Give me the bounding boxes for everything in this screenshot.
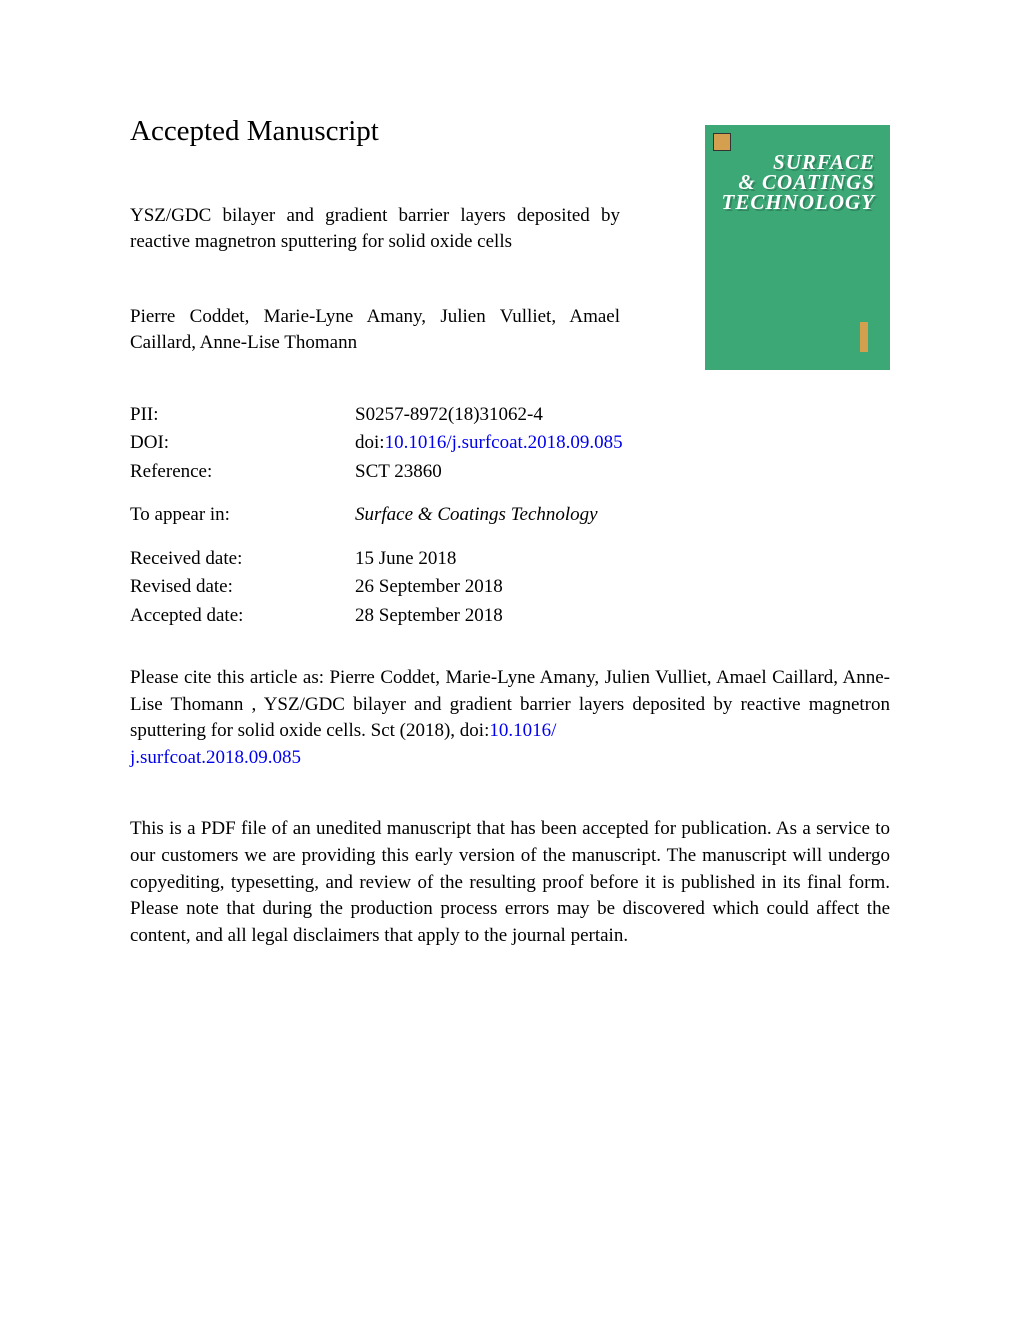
cover-accent-bar bbox=[860, 322, 868, 352]
article-title: YSZ/GDC bilayer and gradient barrier lay… bbox=[130, 203, 620, 254]
pii-value: S0257-8972(18)31062-4 bbox=[355, 401, 890, 430]
to-appear-label: To appear in: bbox=[130, 501, 355, 530]
doi-value: doi:10.1016/j.surfcoat.2018.09.085 bbox=[355, 429, 890, 458]
journal-cover: SURFACE & COATINGS TECHNOLOGY bbox=[705, 125, 890, 370]
accepted-date-label: Accepted date: bbox=[130, 602, 355, 631]
metadata-table: PII: S0257-8972(18)31062-4 DOI: doi:10.1… bbox=[130, 401, 890, 631]
citation-doi-link-cont[interactable]: j.surfcoat.2018.09.085 bbox=[130, 747, 301, 768]
revised-date-value: 26 September 2018 bbox=[355, 573, 890, 602]
received-date-label: Received date: bbox=[130, 545, 355, 574]
revised-date-label: Revised date: bbox=[130, 573, 355, 602]
doi-link[interactable]: 10.1016/j.surfcoat.2018.09.085 bbox=[385, 432, 623, 453]
disclaimer-text: This is a PDF file of an unedited manusc… bbox=[130, 816, 890, 949]
pii-label: PII: bbox=[130, 401, 355, 430]
received-date-value: 15 June 2018 bbox=[355, 545, 890, 574]
citation-doi-link[interactable]: 10.1016/ bbox=[489, 720, 556, 741]
to-appear-value: Surface & Coatings Technology bbox=[355, 501, 890, 530]
reference-value: SCT 23860 bbox=[355, 458, 890, 487]
publisher-logo-icon bbox=[713, 133, 731, 151]
doi-label: DOI: bbox=[130, 429, 355, 458]
accepted-date-value: 28 September 2018 bbox=[355, 602, 890, 631]
journal-cover-title: SURFACE & COATINGS TECHNOLOGY bbox=[722, 153, 876, 213]
cover-title-line: TECHNOLOGY bbox=[722, 193, 876, 213]
reference-label: Reference: bbox=[130, 458, 355, 487]
citation-text: Please cite this article as: Pierre Codd… bbox=[130, 665, 890, 771]
page-heading: Accepted Manuscript bbox=[130, 115, 675, 148]
author-list: Pierre Coddet, Marie-Lyne Amany, Julien … bbox=[130, 304, 620, 355]
